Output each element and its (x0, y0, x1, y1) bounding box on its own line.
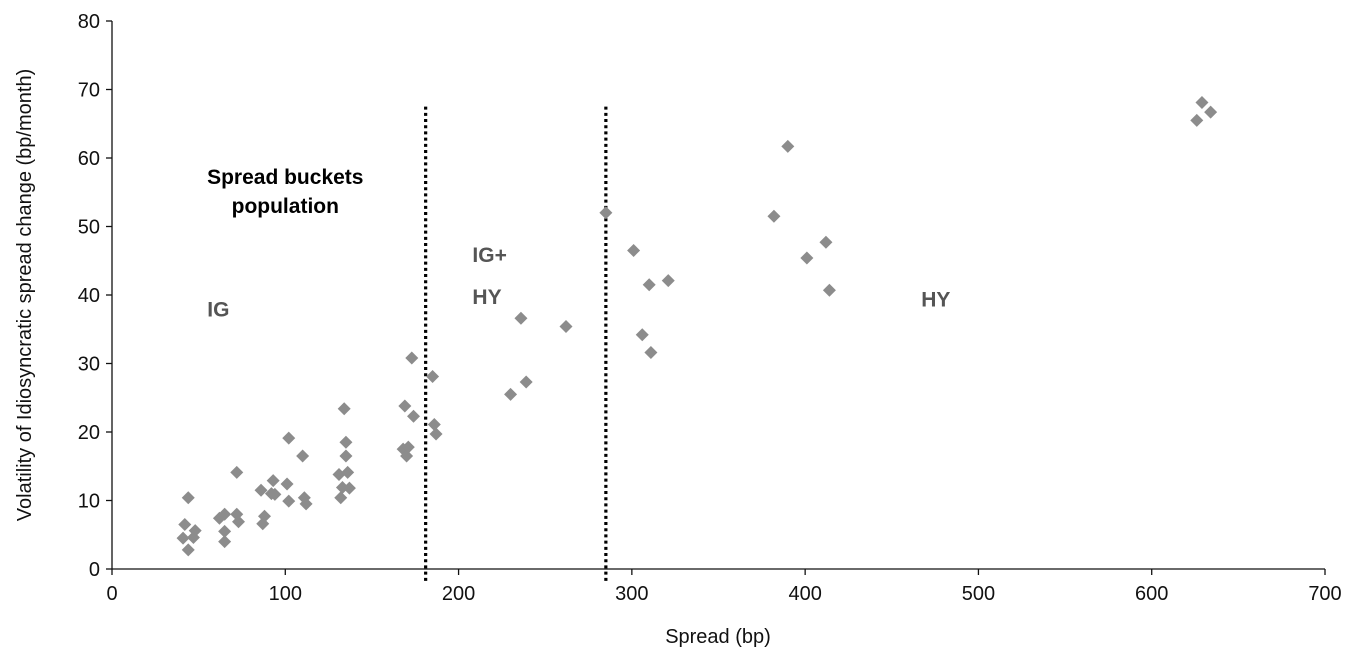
data-point (767, 209, 781, 223)
bucket-label: IG+ HY (472, 244, 506, 309)
y-tick-label: 40 (78, 285, 100, 307)
data-point (514, 311, 528, 325)
data-point (400, 449, 414, 463)
y-tick-label: 60 (78, 148, 100, 170)
x-tick-label: 200 (442, 583, 475, 605)
data-point (429, 427, 443, 441)
x-tick-label: 300 (615, 583, 648, 605)
data-point (299, 497, 313, 511)
data-point (1195, 96, 1209, 110)
data-point (337, 402, 351, 416)
data-point (268, 487, 282, 501)
x-tick-label: 100 (269, 583, 302, 605)
data-point (599, 206, 613, 220)
data-point (800, 251, 814, 265)
x-tick-label: 400 (788, 583, 821, 605)
data-point (426, 370, 440, 384)
data-point (504, 387, 518, 401)
data-point (398, 399, 412, 413)
data-point (296, 449, 310, 463)
data-point (342, 481, 356, 495)
y-tick-label: 10 (78, 491, 100, 513)
data-point (644, 346, 658, 360)
y-axis-ticks: 0 10 20 30 40 50 60 70 80 (78, 11, 112, 581)
data-point (266, 474, 280, 488)
data-point (178, 517, 192, 531)
bucket-label: IG (207, 299, 229, 322)
data-point (339, 435, 353, 449)
data-point (181, 543, 195, 557)
x-tick-label: 500 (962, 583, 995, 605)
data-point (231, 515, 245, 529)
data-point (282, 431, 296, 445)
data-point (401, 440, 415, 454)
data-point (280, 477, 294, 491)
y-tick-label: 0 (89, 559, 100, 581)
data-point (257, 509, 271, 523)
data-points (176, 96, 1218, 557)
data-point (1190, 113, 1204, 127)
annotation-title-line: Spread buckets (207, 166, 363, 189)
data-point (427, 417, 441, 431)
bucket-label: HY (921, 288, 950, 311)
x-axis-title: Spread (bp) (665, 626, 771, 648)
data-point (559, 320, 573, 334)
annotation-title: Spread buckets population (207, 166, 363, 218)
data-point (230, 465, 244, 479)
y-tick-label: 30 (78, 354, 100, 376)
data-point (332, 467, 346, 481)
data-point (341, 465, 355, 479)
data-point (218, 535, 232, 549)
x-tick-label: 600 (1135, 583, 1168, 605)
data-point (1204, 105, 1218, 119)
annotation-title-line: population (232, 195, 339, 218)
data-point (176, 531, 190, 545)
data-point (635, 328, 649, 342)
y-tick-label: 20 (78, 422, 100, 444)
data-point (339, 449, 353, 463)
data-point (819, 235, 833, 249)
data-point (282, 494, 296, 508)
annotations: Spread buckets population IG IG+ HY HY (207, 166, 950, 322)
axes (111, 21, 1325, 570)
data-point (254, 483, 268, 497)
y-axis-title: Volatility of Idiosyncratic spread chang… (14, 69, 36, 521)
data-point (334, 491, 348, 505)
threshold-lines (424, 106, 608, 582)
data-point (822, 283, 836, 297)
data-point (407, 409, 421, 423)
y-tick-label: 80 (78, 11, 100, 33)
bucket-label-line: IG (207, 299, 229, 322)
bucket-label-line: HY (921, 288, 950, 311)
x-tick-label: 700 (1308, 583, 1341, 605)
bucket-label-line: HY (472, 286, 501, 309)
data-point (519, 375, 533, 389)
data-point (181, 491, 195, 505)
x-axis-ticks: 0 100 200 300 400 500 600 700 (106, 569, 1342, 605)
y-tick-label: 70 (78, 80, 100, 102)
data-point (642, 278, 656, 292)
y-tick-label: 50 (78, 217, 100, 239)
x-tick-label: 0 (106, 583, 117, 605)
data-point (661, 274, 675, 288)
bucket-label-line: IG+ (472, 244, 506, 267)
data-point (188, 524, 202, 538)
data-point (218, 507, 232, 521)
data-point (781, 139, 795, 153)
data-point (218, 524, 232, 538)
data-point (405, 351, 419, 365)
data-point (627, 243, 641, 257)
